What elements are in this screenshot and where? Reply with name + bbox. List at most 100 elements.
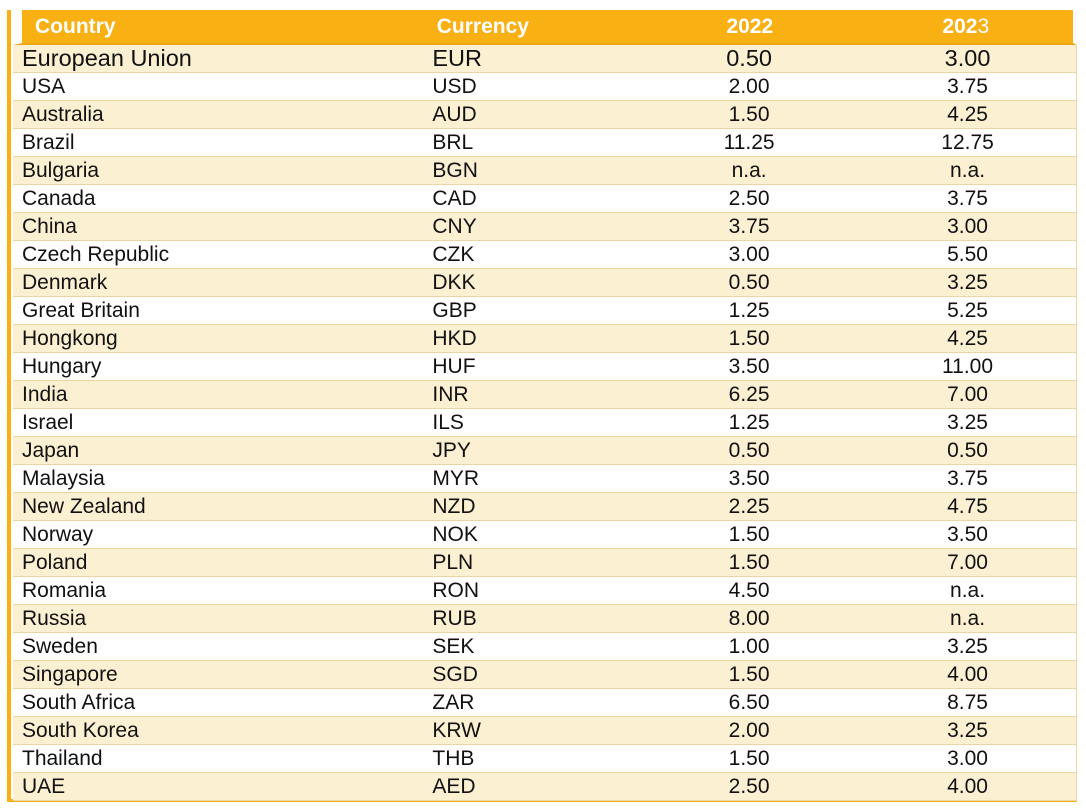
cell-country: Great Britain	[22, 299, 140, 322]
table-row: Norway NOK 1.50 3.50	[13, 521, 1076, 549]
cell-rate-2022: 4.50	[728, 579, 770, 602]
cell-rate-2023: 4.00	[947, 775, 988, 798]
cell-rate-2022: 1.50	[728, 523, 770, 546]
cell-currency-code: USD	[432, 75, 477, 98]
cell-rate-2022: 6.50	[728, 691, 770, 714]
cell-country: China	[22, 215, 77, 238]
table-row: Brazil BRL 11.25 12.75	[13, 129, 1076, 157]
table-row: Bulgaria BGN n.a. n.a.	[13, 157, 1076, 185]
column-header-2022: 2022	[726, 14, 774, 38]
cell-currency-code: SEK	[432, 635, 475, 658]
cell-rate-2022: 6.25	[728, 383, 770, 406]
interest-rates-table: Country Currency 2022 2023 European Unio…	[13, 10, 1077, 801]
cell-rate-2022: 1.50	[728, 103, 770, 126]
cell-country: Norway	[22, 523, 94, 546]
cell-currency-code: ILS	[432, 411, 464, 434]
table-row: UAE AED 2.50 4.00	[13, 773, 1076, 801]
cell-country: UAE	[22, 775, 66, 798]
table-row: New Zealand NZD 2.25 4.75	[13, 493, 1076, 521]
table-row: Japan JPY 0.50 0.50	[13, 437, 1076, 465]
cell-rate-2022: 2.50	[728, 775, 770, 798]
cell-country: Romania	[22, 579, 107, 602]
cell-rate-2022: 1.00	[728, 635, 770, 658]
table-body: European Union EUR 0.50 3.00 USA USD 2.0…	[13, 45, 1077, 801]
cell-rate-2023: 3.75	[947, 187, 988, 210]
cell-currency-code: JPY	[432, 439, 471, 462]
table-row: India INR 6.25 7.00	[13, 381, 1076, 409]
cell-country: European Union	[22, 45, 192, 71]
cell-country: Hungary	[22, 355, 102, 378]
cell-currency-code: HUF	[432, 355, 476, 378]
cell-currency-code: NOK	[432, 523, 478, 546]
cell-currency-code: CNY	[432, 215, 477, 238]
cell-rate-2022: 8.00	[728, 607, 770, 630]
cell-rate-2023: n.a.	[950, 579, 986, 602]
cell-currency-code: EUR	[432, 45, 482, 71]
cell-rate-2023: 12.75	[941, 131, 994, 154]
cell-rate-2023: 3.00	[944, 45, 991, 71]
cell-rate-2023: 4.75	[947, 495, 988, 518]
cell-currency-code: NZD	[432, 495, 476, 518]
table-row: China CNY 3.75 3.00	[13, 213, 1076, 241]
cell-country: Czech Republic	[22, 243, 170, 266]
cell-country: New Zealand	[22, 495, 146, 518]
cell-rate-2023: 7.00	[947, 551, 988, 574]
cell-rate-2023: 3.75	[947, 467, 988, 490]
cell-country: Sweden	[22, 635, 98, 658]
cell-country: Singapore	[22, 663, 118, 686]
cell-currency-code: ZAR	[432, 691, 475, 714]
table-row: South Africa ZAR 6.50 8.75	[13, 689, 1076, 717]
cell-country: Japan	[22, 439, 80, 462]
cell-currency-code: THB	[432, 747, 475, 770]
cell-country: Malaysia	[22, 467, 105, 490]
table-row: Thailand THB 1.50 3.00	[13, 745, 1076, 773]
cell-country: Denmark	[22, 271, 108, 294]
cell-rate-2022: 2.00	[728, 75, 770, 98]
cell-currency-code: KRW	[432, 719, 481, 742]
cell-rate-2022: 1.50	[728, 327, 770, 350]
table-row: Malaysia MYR 3.50 3.75	[13, 465, 1076, 493]
cell-country: South Korea	[22, 719, 139, 742]
cell-country: Israel	[22, 411, 74, 434]
cell-rate-2022: 2.25	[728, 495, 770, 518]
cell-currency-code: BGN	[432, 159, 478, 182]
table-row: European Union EUR 0.50 3.00	[13, 45, 1076, 73]
cell-rate-2023: 4.25	[947, 103, 988, 126]
cell-rate-2022: 3.75	[728, 215, 770, 238]
cell-currency-code: AED	[432, 775, 476, 798]
column-header-country: Country	[35, 14, 116, 38]
cell-country: Hongkong	[22, 327, 118, 350]
table-header-row: Country Currency 2022 2023	[13, 10, 1077, 45]
cell-rate-2023: 4.25	[947, 327, 988, 350]
cell-rate-2022: 2.50	[728, 187, 770, 210]
cell-country: South Africa	[22, 691, 136, 714]
cell-rate-2023: 11.00	[942, 355, 994, 378]
table-row: Australia AUD 1.50 4.25	[13, 101, 1076, 129]
cell-rate-2023: 7.00	[947, 383, 988, 406]
cell-currency-code: CZK	[432, 243, 475, 266]
cell-country: Russia	[22, 607, 87, 630]
table-row: USA USD 2.00 3.75	[13, 73, 1076, 101]
cell-rate-2023: 3.75	[947, 75, 988, 98]
cell-rate-2022: 3.00	[728, 243, 770, 266]
cell-currency-code: RON	[432, 579, 480, 602]
cell-rate-2023: 3.50	[947, 523, 988, 546]
cell-rate-2022: 0.50	[728, 439, 770, 462]
table-row: Hongkong HKD 1.50 4.25	[13, 325, 1076, 353]
cell-currency-code: DKK	[432, 271, 476, 294]
table-row: Poland PLN 1.50 7.00	[13, 549, 1076, 577]
cell-rate-2023: 5.50	[947, 243, 988, 266]
table-row: Hungary HUF 3.50 11.00	[13, 353, 1076, 381]
table-row: Czech Republic CZK 3.00 5.50	[13, 241, 1076, 269]
cell-country: Thailand	[22, 747, 103, 770]
table-row: Canada CAD 2.50 3.75	[13, 185, 1076, 213]
cell-rate-2023: 3.00	[947, 215, 988, 238]
cell-rate-2023: 0.50	[947, 439, 988, 462]
cell-currency-code: BRL	[432, 131, 474, 154]
cell-rate-2022: 0.50	[728, 271, 770, 294]
cell-rate-2023: 3.25	[947, 719, 988, 742]
table-row: Great Britain GBP 1.25 5.25	[13, 297, 1076, 325]
cell-rate-2023: n.a.	[950, 159, 986, 182]
cell-rate-2022: 2.00	[728, 719, 770, 742]
